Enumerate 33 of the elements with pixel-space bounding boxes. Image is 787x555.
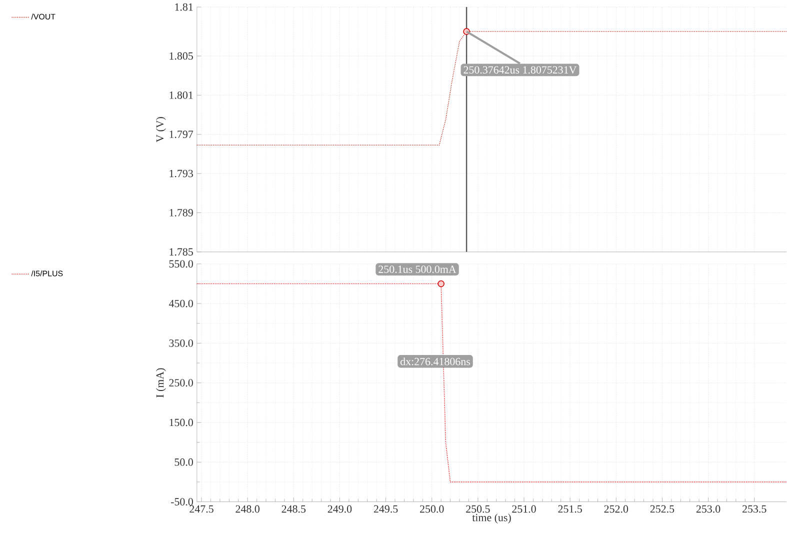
annotation: 250.37642us 1.8075231V bbox=[464, 66, 577, 74]
x-tick-label: 248.0 bbox=[236, 505, 260, 513]
x-tick-label: 247.5 bbox=[190, 505, 214, 513]
x-tick-label: 249.5 bbox=[374, 505, 398, 513]
x-tick-label: 253.5 bbox=[742, 505, 766, 513]
y-axis-title: I (mA) bbox=[156, 368, 166, 398]
x-tick-label: 253.0 bbox=[696, 505, 720, 513]
x-tick-label: 252.5 bbox=[650, 505, 674, 513]
y-tick-label: 1.793 bbox=[170, 170, 193, 178]
y-tick-label: 1.805 bbox=[170, 52, 193, 60]
y-axis-title: V (V) bbox=[156, 117, 166, 142]
y-tick-label: 1.789 bbox=[170, 209, 193, 217]
y-tick-label: 250.0 bbox=[169, 379, 193, 387]
annotation: 250.1us 500.0mA bbox=[378, 266, 456, 274]
x-tick-label: 250.5 bbox=[466, 505, 490, 513]
x-tick-label: 251.5 bbox=[558, 505, 582, 513]
x-tick-label: 249.0 bbox=[328, 505, 352, 513]
x-tick-label: 250.0 bbox=[420, 505, 444, 513]
y-tick-label: 1.801 bbox=[170, 92, 193, 100]
x-tick-label: 252.0 bbox=[604, 505, 628, 513]
y-tick-label: 1.785 bbox=[170, 248, 193, 256]
y-tick-label: 450.0 bbox=[168, 300, 193, 308]
annotation: dx:276.41806ns bbox=[400, 358, 470, 366]
y-tick-label: 50.0 bbox=[174, 458, 193, 466]
x-axis-title: time (us) bbox=[472, 514, 511, 524]
y-tick-label: 150.0 bbox=[170, 418, 193, 426]
y-tick-label: -50.0 bbox=[170, 498, 193, 506]
y-tick-label: 550.0 bbox=[169, 260, 193, 268]
y-tick-label: 1.797 bbox=[170, 130, 194, 138]
x-tick-label: 248.5 bbox=[282, 505, 306, 513]
y-tick-label: 350.0 bbox=[169, 340, 193, 348]
y-tick-label: 1.81 bbox=[175, 3, 193, 11]
x-tick-label: 251.0 bbox=[512, 505, 536, 513]
